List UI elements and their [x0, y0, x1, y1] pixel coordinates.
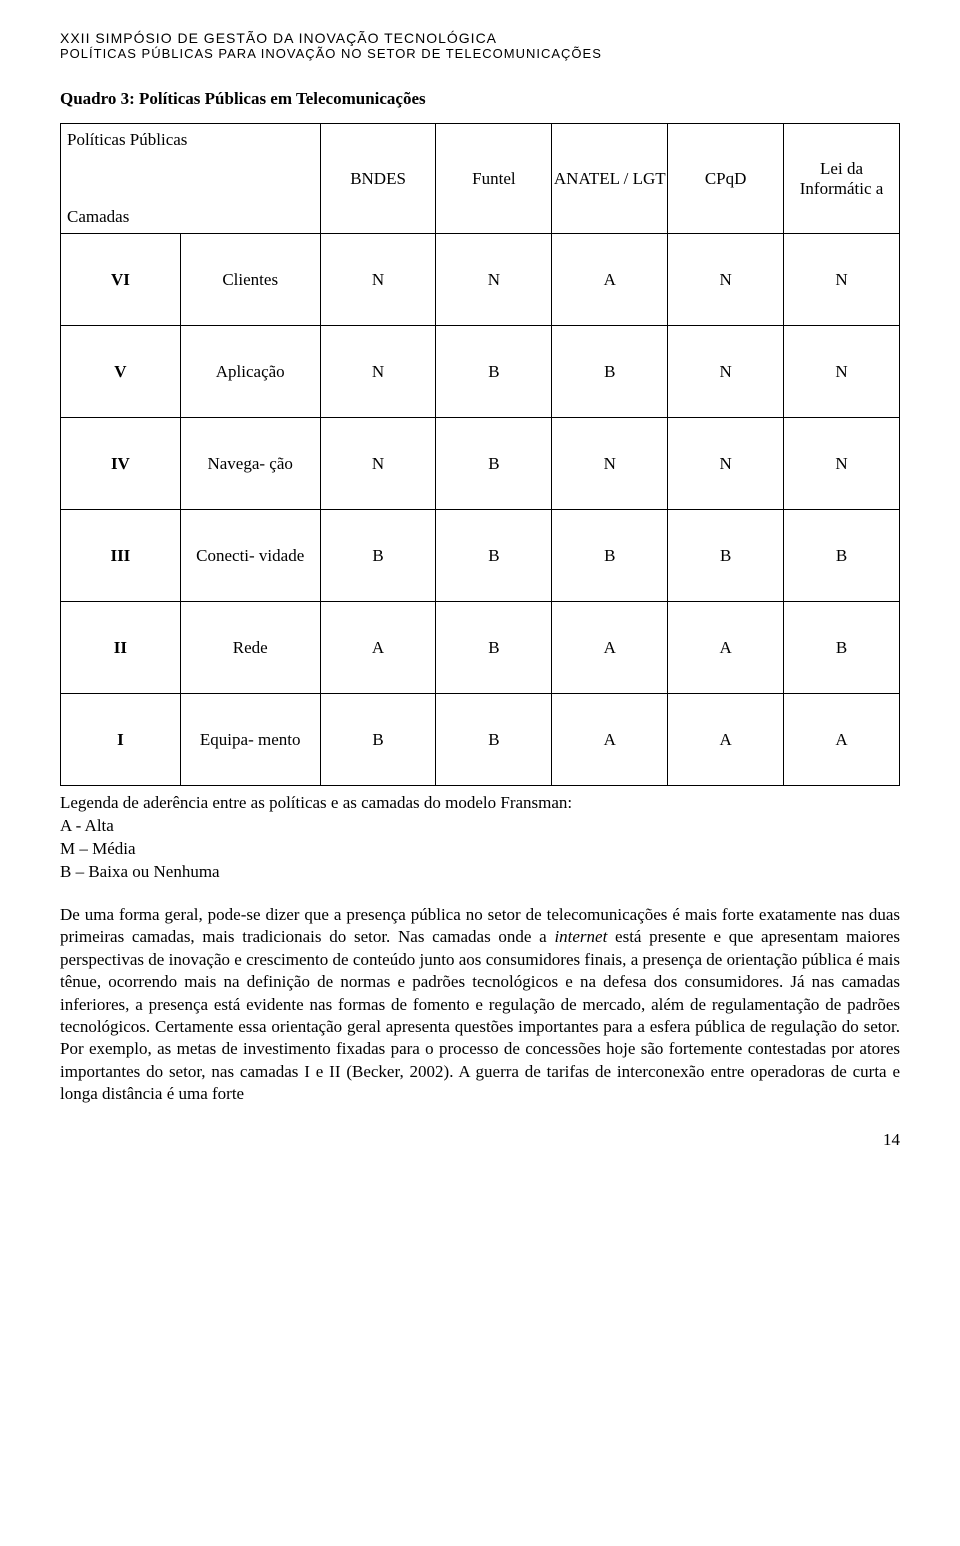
header-top-label: Políticas Públicas: [67, 130, 187, 150]
header-bottom-label: Camadas: [67, 207, 129, 227]
cell: B: [668, 510, 784, 602]
cell: A: [552, 602, 668, 694]
header-col-funtel: Funtel: [436, 124, 552, 234]
row-label: Equipa- mento: [180, 694, 320, 786]
cell: B: [552, 510, 668, 602]
legend-line-2: A - Alta: [60, 815, 900, 838]
header-col-bndes: BNDES: [320, 124, 436, 234]
cell: B: [436, 418, 552, 510]
header-camadas-cell: Políticas Públicas Camadas: [61, 124, 321, 234]
row-label: Rede: [180, 602, 320, 694]
cell: A: [552, 234, 668, 326]
legend-block: Legenda de aderência entre as políticas …: [60, 792, 900, 884]
cell: N: [436, 234, 552, 326]
cell: N: [320, 326, 436, 418]
cell: B: [436, 326, 552, 418]
cell: N: [784, 326, 900, 418]
table-row: III Conecti- vidade B B B B B: [61, 510, 900, 602]
row-roman: V: [61, 326, 181, 418]
row-roman: II: [61, 602, 181, 694]
cell: A: [320, 602, 436, 694]
cell: N: [552, 418, 668, 510]
header-block: XXII Simpósio de Gestão da Inovação Tecn…: [60, 30, 900, 61]
header-col-cpqd: CPqD: [668, 124, 784, 234]
cell: B: [784, 510, 900, 602]
header-col-anatel: ANATEL / LGT: [552, 124, 668, 234]
cell: N: [668, 418, 784, 510]
cell: B: [320, 694, 436, 786]
row-label: Clientes: [180, 234, 320, 326]
table-row: IV Navega- ção N B N N N: [61, 418, 900, 510]
body-text-content: De uma forma geral, pode-se dizer que a …: [60, 905, 900, 1104]
table-title: Quadro 3: Políticas Públicas em Telecomu…: [60, 89, 900, 109]
legend-line-1: Legenda de aderência entre as políticas …: [60, 792, 900, 815]
legend-line-3: M – Média: [60, 838, 900, 861]
table-row: I Equipa- mento B B A A A: [61, 694, 900, 786]
cell: N: [668, 234, 784, 326]
cell: N: [784, 234, 900, 326]
header-line-2: Políticas Públicas para Inovação no Seto…: [60, 46, 900, 61]
cell: B: [784, 602, 900, 694]
header-line-1: XXII Simpósio de Gestão da Inovação Tecn…: [60, 30, 900, 46]
table-row: V Aplicação N B B N N: [61, 326, 900, 418]
cell: B: [552, 326, 668, 418]
row-label: Navega- ção: [180, 418, 320, 510]
row-roman: IV: [61, 418, 181, 510]
cell: A: [552, 694, 668, 786]
cell: B: [436, 602, 552, 694]
table-row: VI Clientes N N A N N: [61, 234, 900, 326]
cell: N: [320, 234, 436, 326]
header-col-lei: Lei da Informátic a: [784, 124, 900, 234]
cell: B: [436, 694, 552, 786]
cell: N: [320, 418, 436, 510]
cell: A: [668, 694, 784, 786]
italic-internet: internet: [554, 927, 607, 946]
cell: B: [436, 510, 552, 602]
cell: A: [668, 602, 784, 694]
cell: A: [784, 694, 900, 786]
policy-table: Políticas Públicas Camadas BNDES Funtel …: [60, 123, 900, 786]
row-label: Conecti- vidade: [180, 510, 320, 602]
row-roman: III: [61, 510, 181, 602]
table-row: II Rede A B A A B: [61, 602, 900, 694]
body-paragraph: De uma forma geral, pode-se dizer que a …: [60, 904, 900, 1106]
row-label: Aplicação: [180, 326, 320, 418]
cell: B: [320, 510, 436, 602]
legend-line-4: B – Baixa ou Nenhuma: [60, 861, 900, 884]
row-roman: VI: [61, 234, 181, 326]
cell: N: [668, 326, 784, 418]
page-number: 14: [60, 1130, 900, 1150]
row-roman: I: [61, 694, 181, 786]
cell: N: [784, 418, 900, 510]
table-header-row: Políticas Públicas Camadas BNDES Funtel …: [61, 124, 900, 234]
